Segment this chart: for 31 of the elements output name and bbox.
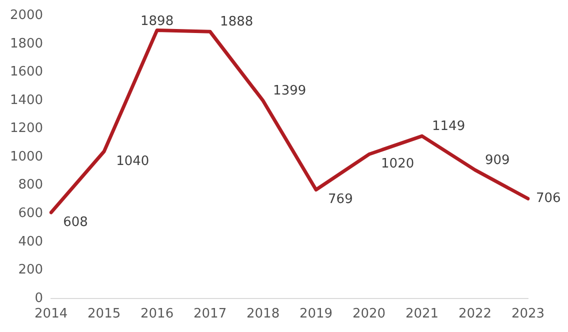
data-label: 1040 [116,154,150,169]
data-label: 706 [536,191,561,206]
x-tick-label: 2016 [140,306,174,322]
data-label: 608 [63,214,88,230]
x-tick-label: 2022 [458,306,492,322]
x-tick-label: 2014 [34,306,68,322]
data-label: 1888 [220,14,254,30]
data-label: 1020 [381,156,414,172]
y-tick-label: 200 [18,262,44,278]
y-tick-label: 400 [18,234,44,250]
y-tick-label: 1000 [10,149,44,164]
x-tick-label: 2023 [511,306,545,322]
y-tick-label: 800 [18,178,44,193]
data-label: 909 [485,152,510,168]
data-label: 1149 [432,118,466,134]
x-tick-label: 2020 [352,306,386,322]
y-tick-label: 2000 [10,8,44,24]
y-tick-label: 1200 [10,121,44,136]
data-label: 1898 [140,14,174,30]
x-tick-label: 2021 [405,306,439,322]
data-label: 769 [328,192,353,208]
x-tick-label: 2019 [299,306,333,322]
y-tick-label: 1800 [10,36,44,52]
x-tick-label: 2018 [246,306,280,322]
y-tick-label: 1400 [10,92,44,108]
x-tick-label: 2017 [194,306,227,322]
x-tick-label: 2015 [88,306,121,322]
y-tick-label: 600 [18,206,44,221]
y-tick-label: 0 [34,290,44,306]
data-label: 1399 [273,84,306,99]
y-tick-label: 1600 [10,64,44,80]
